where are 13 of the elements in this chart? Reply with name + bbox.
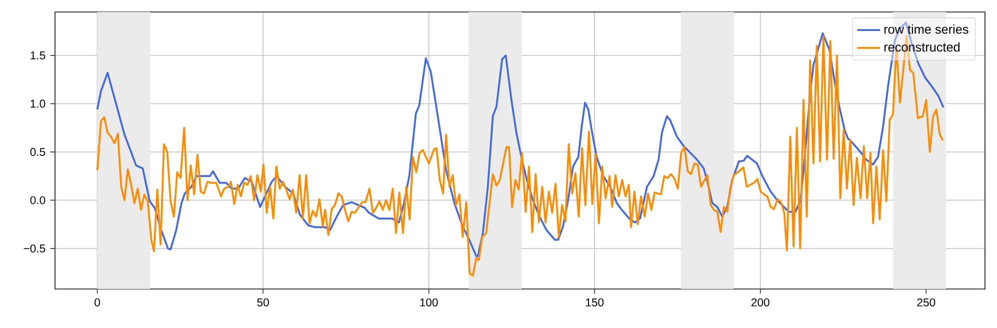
y-tick-label: 0.5 [30, 148, 46, 156]
legend-label: reconstructed [884, 42, 960, 52]
x-tick-label: 200 [751, 298, 770, 306]
y-tick-label: −0.5 [24, 244, 46, 252]
x-tick-label: 100 [420, 298, 438, 306]
x-tick-label: 50 [257, 298, 269, 306]
legend-label: row time series [884, 24, 968, 34]
y-tick-label: 0.0 [30, 196, 46, 204]
x-tick-label: 150 [586, 298, 604, 306]
y-tick-label: 1.0 [30, 100, 46, 108]
x-tick-label: 250 [917, 298, 936, 306]
y-tick-label: 1.5 [30, 51, 46, 60]
x-tick-label: 0 [94, 298, 100, 306]
